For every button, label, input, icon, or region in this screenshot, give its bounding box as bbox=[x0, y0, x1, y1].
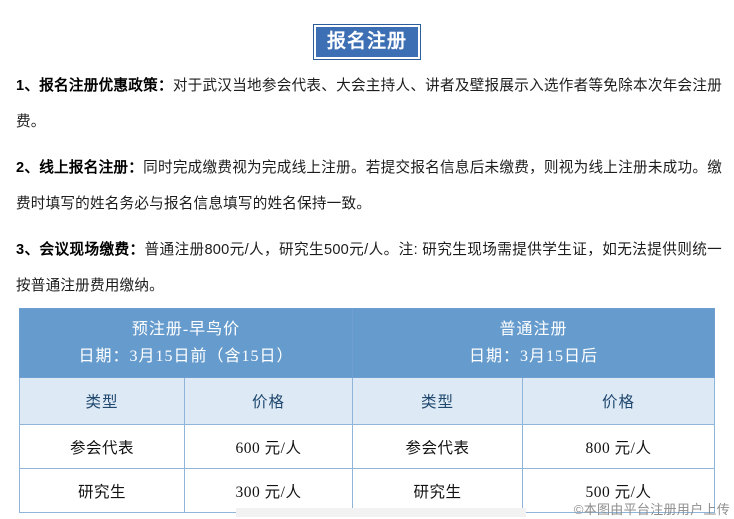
paragraph-2-body: 同时完成缴费视为完成线上注册。若提交报名信息后未缴费，则视为线上注册未成功。缴费… bbox=[16, 160, 722, 212]
column-header-price-regular: 价格 bbox=[522, 377, 716, 425]
group-header-regular: 普通注册 日期：3月15日后 bbox=[352, 308, 716, 378]
cell-type-early-delegate: 参会代表 bbox=[19, 424, 185, 469]
policy-paragraph-2: 2、线上报名注册：同时完成缴费视为完成线上注册。若提交报名信息后未缴费，则视为线… bbox=[16, 150, 722, 222]
registration-fee-table: 预注册-早鸟价 日期：3月15日前（含15日） 普通注册 日期：3月15日后 类… bbox=[18, 308, 716, 513]
faint-band-decoration bbox=[236, 508, 526, 517]
column-header-price-early: 价格 bbox=[183, 377, 354, 425]
cell-price-early-delegate: 600 元/人 bbox=[183, 424, 354, 469]
cell-price-regular-student: 500 元/人 bbox=[522, 468, 716, 513]
paragraph-1-body: 对于武汉当地参会代表、大会主持人、讲者及壁报展示入选作者等免除本次年会注册费。 bbox=[16, 78, 722, 130]
page-title-border: 报名注册 bbox=[312, 24, 421, 60]
watermark-text: ©本图由平台注册用户上传 bbox=[573, 502, 730, 517]
table-row: 参会代表 600 元/人 参会代表 800 元/人 bbox=[19, 424, 716, 469]
group-header-early-bird-date: 日期：3月15日前（含15日） bbox=[78, 348, 294, 365]
policy-paragraph-3: 3、会议现场缴费：普通注册800元/人，研究生500元/人。注: 研究生现场需提… bbox=[16, 232, 722, 304]
page-title: 报名注册 bbox=[315, 27, 418, 57]
paragraph-2-label: 2、线上报名注册： bbox=[16, 160, 144, 176]
cell-price-early-student: 300 元/人 bbox=[183, 468, 354, 513]
paragraph-1-label: 1、报名注册优惠政策： bbox=[16, 78, 173, 94]
cell-price-regular-delegate: 800 元/人 bbox=[522, 424, 716, 469]
group-header-early-bird-title: 预注册-早鸟价 bbox=[131, 321, 241, 338]
group-header-regular-date: 日期：3月15日后 bbox=[469, 348, 599, 365]
column-header-type-regular: 类型 bbox=[352, 377, 524, 425]
cell-type-early-student: 研究生 bbox=[19, 468, 185, 513]
group-header-early-bird: 预注册-早鸟价 日期：3月15日前（含15日） bbox=[18, 308, 354, 378]
paragraph-3-label: 3、会议现场缴费： bbox=[16, 242, 145, 258]
paragraph-3-body: 普通注册800元/人，研究生500元/人。注: 研究生现场需提供学生证，如无法提… bbox=[16, 242, 722, 294]
column-header-type-early: 类型 bbox=[19, 377, 185, 425]
table-column-header-row: 类型 价格 类型 价格 bbox=[19, 377, 716, 425]
cell-type-regular-delegate: 参会代表 bbox=[352, 424, 524, 469]
policy-paragraph-1: 1、报名注册优惠政策：对于武汉当地参会代表、大会主持人、讲者及壁报展示入选作者等… bbox=[16, 68, 722, 140]
table-group-header-row: 预注册-早鸟价 日期：3月15日前（含15日） 普通注册 日期：3月15日后 bbox=[18, 308, 716, 378]
page-title-container: 报名注册 bbox=[0, 24, 734, 60]
cell-type-regular-student: 研究生 bbox=[352, 468, 524, 513]
group-header-regular-title: 普通注册 bbox=[499, 321, 568, 338]
